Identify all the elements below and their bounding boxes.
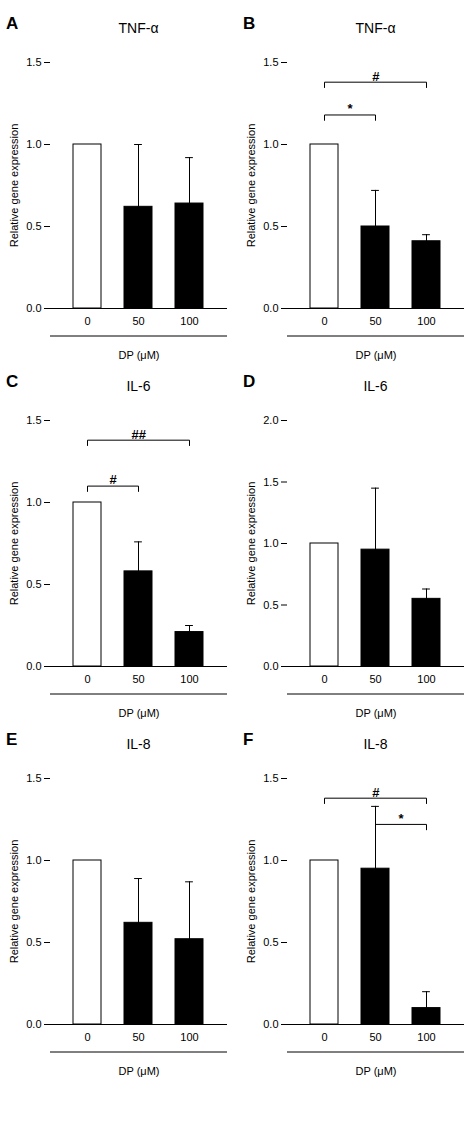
svg-text:1.0: 1.0 [26,138,41,150]
svg-text:1.5: 1.5 [263,56,278,68]
svg-text:0.5: 0.5 [263,220,278,232]
html-text:IL-6: IL-6 [363,378,388,394]
svg-text:Relative gene expression: Relative gene expression [8,124,20,248]
html-text:E: E [6,730,18,749]
html-text:IL-6: IL-6 [126,378,151,394]
svg-text:50: 50 [132,315,144,327]
svg-text:100: 100 [180,673,198,685]
html-text:F: F [243,730,254,749]
svg-text:DP (μM): DP (μM) [356,349,397,361]
svg-text:Relative gene expression: Relative gene expression [245,124,257,248]
svg-text:*: * [348,101,354,116]
svg-text:1.0: 1.0 [263,537,278,549]
svg-text:Relative gene expression: Relative gene expression [245,840,257,964]
svg-text:##: ## [132,427,147,442]
svg-text:DP (μM): DP (μM) [119,707,160,719]
svg-text:1.0: 1.0 [26,854,41,866]
svg-text:DP (μM): DP (μM) [356,707,397,719]
html-text:IL-8: IL-8 [363,736,388,752]
svg-text:50: 50 [369,1031,381,1043]
svg-text:100: 100 [417,1031,435,1043]
svg-text:0.0: 0.0 [26,1018,41,1030]
svg-text:0.5: 0.5 [263,599,278,611]
svg-text:0.0: 0.0 [263,660,278,672]
svg-text:1.0: 1.0 [263,854,278,866]
svg-text:#: # [110,472,118,487]
html-text:A: A [6,14,19,33]
svg-text:50: 50 [369,673,381,685]
svg-text:100: 100 [180,1031,198,1043]
svg-text:50: 50 [132,1031,144,1043]
svg-text:1.5: 1.5 [26,414,41,426]
svg-text:100: 100 [180,315,198,327]
html-text:TNF-α: TNF-α [355,20,396,36]
svg-text:*: * [399,811,405,826]
svg-text:Relative gene expression: Relative gene expression [8,482,20,606]
svg-text:1.5: 1.5 [26,772,41,784]
svg-text:50: 50 [132,673,144,685]
svg-text:0: 0 [321,315,327,327]
svg-text:1.0: 1.0 [263,138,278,150]
svg-text:0.0: 0.0 [26,302,41,314]
svg-text:0.5: 0.5 [26,936,41,948]
svg-text:0: 0 [84,1031,90,1043]
svg-text:1.5: 1.5 [263,476,278,488]
html-text:D: D [243,372,256,391]
svg-text:100: 100 [417,673,435,685]
html-text:IL-8: IL-8 [126,736,151,752]
svg-text:0.0: 0.0 [263,302,278,314]
svg-text:0: 0 [84,673,90,685]
svg-text:0.0: 0.0 [26,660,41,672]
svg-text:2.0: 2.0 [263,414,278,426]
svg-text:DP (μM): DP (μM) [356,1065,397,1077]
svg-text:50: 50 [369,315,381,327]
svg-text:0.5: 0.5 [26,578,41,590]
svg-text:DP (μM): DP (μM) [119,349,160,361]
svg-text:0.5: 0.5 [263,936,278,948]
html-text:B: B [243,14,256,33]
svg-text:Relative gene expression: Relative gene expression [245,482,257,606]
svg-text:100: 100 [417,315,435,327]
svg-text:#: # [372,785,380,800]
svg-text:Relative gene expression: Relative gene expression [8,840,20,964]
svg-text:0.0: 0.0 [263,1018,278,1030]
html-text:C: C [6,372,19,391]
svg-text:0: 0 [321,673,327,685]
svg-text:1.5: 1.5 [26,56,41,68]
svg-text:1.5: 1.5 [263,772,278,784]
svg-text:1.0: 1.0 [26,496,41,508]
svg-text:#: # [372,69,380,84]
svg-text:0.5: 0.5 [26,220,41,232]
svg-text:DP (μM): DP (μM) [119,1065,160,1077]
svg-text:0: 0 [84,315,90,327]
html-text:TNF-α: TNF-α [118,20,159,36]
svg-text:0: 0 [321,1031,327,1043]
